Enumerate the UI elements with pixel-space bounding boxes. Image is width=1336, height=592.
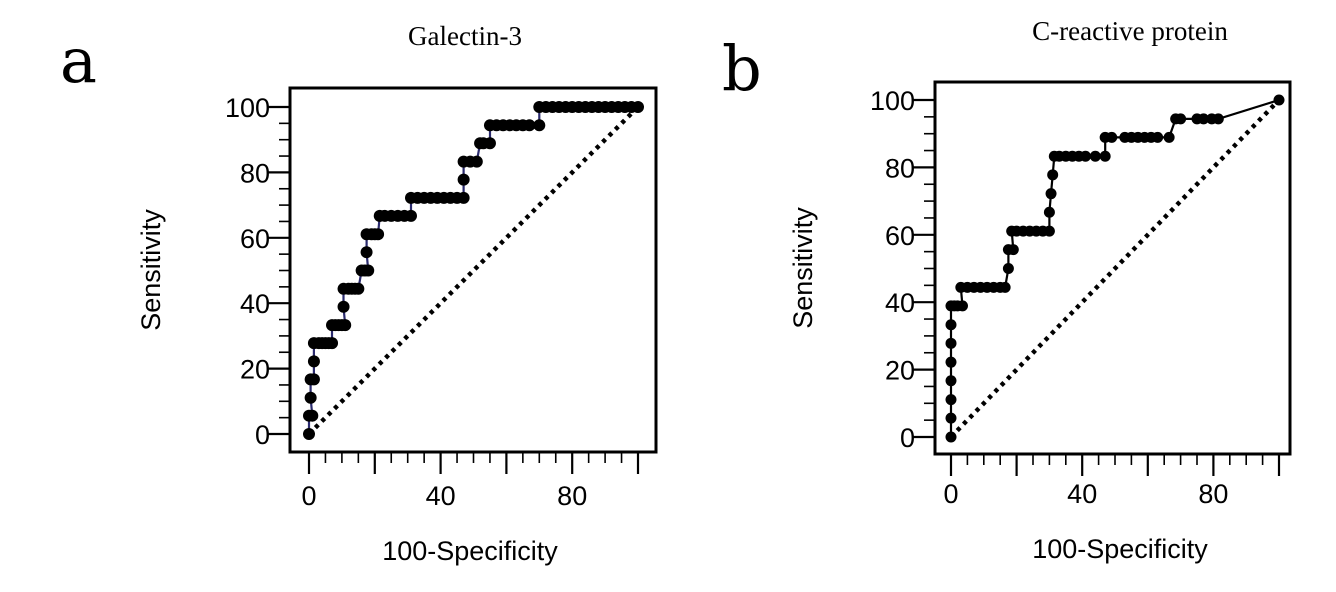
plot-frame <box>288 86 658 454</box>
roc-point <box>533 119 546 132</box>
roc-point <box>404 209 417 222</box>
y-axis: 0 20 40 60 80 100 <box>870 86 935 453</box>
x-axis-label: 100-Specificity <box>382 536 558 566</box>
roc-point <box>1152 131 1164 143</box>
roc-point <box>307 373 320 386</box>
roc-point <box>1047 169 1059 181</box>
roc-point <box>457 191 470 204</box>
roc-point <box>632 101 644 113</box>
roc-point <box>372 228 385 241</box>
roc-point <box>352 282 365 295</box>
roc-point <box>999 281 1011 293</box>
x-tick-label: 0 <box>943 479 958 509</box>
y-tick-label: 100 <box>870 86 915 116</box>
roc-point <box>1079 150 1091 162</box>
y-tick-label: 60 <box>240 224 270 254</box>
y-tick-label: 20 <box>885 356 915 386</box>
y-tick-label: 40 <box>240 289 270 319</box>
roc-point <box>945 356 957 368</box>
roc-point <box>1043 225 1055 237</box>
x-axis: 0 40 80 <box>943 454 1281 509</box>
roc-point <box>362 264 375 277</box>
roc-point <box>304 391 317 404</box>
roc-point <box>1045 188 1057 200</box>
roc-point <box>1273 94 1285 106</box>
x-tick-label: 80 <box>1198 479 1228 509</box>
y-tick-label: 0 <box>255 420 270 450</box>
y-tick-label: 80 <box>885 153 915 183</box>
x-axis-label: 100-Specificity <box>1032 534 1208 564</box>
y-axis-label: Sensitivity <box>788 207 818 329</box>
roc-point <box>1175 113 1187 125</box>
roc-point <box>339 319 352 332</box>
roc-point <box>470 155 483 168</box>
roc-point <box>945 319 957 331</box>
panel-letter-a: a <box>60 24 97 97</box>
panel-a: a Galectin-3 0 20 40 60 80 100 0 40 80 Sensitiv… <box>60 21 658 566</box>
chart-title: Galectin-3 <box>408 21 522 51</box>
roc-point <box>523 119 536 132</box>
chart-title: C-reactive protein <box>1032 16 1228 46</box>
x-axis: 0 40 80 <box>301 452 640 511</box>
roc-point <box>1089 150 1101 162</box>
plot-area <box>303 101 644 440</box>
roc-point <box>1002 263 1014 274</box>
roc-point <box>1007 244 1019 256</box>
plot-area <box>945 94 1285 443</box>
panel-letter-b: b <box>722 32 762 105</box>
roc-point <box>360 246 373 259</box>
roc-point <box>945 431 957 443</box>
y-tick-label: 60 <box>885 221 915 251</box>
roc-point <box>483 137 496 150</box>
roc-point <box>945 412 957 424</box>
x-tick-label: 80 <box>557 481 587 511</box>
y-tick-label: 100 <box>225 93 270 123</box>
roc-point <box>1043 206 1055 218</box>
y-axis-label: Sensitivity <box>136 209 166 331</box>
roc-point <box>326 337 339 350</box>
x-tick-label: 40 <box>1067 479 1097 509</box>
roc-point <box>945 394 957 406</box>
roc-point <box>307 355 320 368</box>
roc-point <box>306 409 319 422</box>
roc-point <box>457 173 470 186</box>
roc-point <box>337 300 350 313</box>
y-tick-label: 0 <box>900 423 915 453</box>
roc-point <box>1163 131 1175 143</box>
roc-point <box>1212 113 1224 125</box>
y-axis: 0 20 40 60 80 100 <box>225 93 290 450</box>
reference-line <box>949 98 1281 439</box>
roc-point <box>303 428 315 440</box>
roc-point <box>1106 131 1118 143</box>
roc-point <box>945 375 957 387</box>
y-tick-label: 20 <box>240 355 270 385</box>
roc-point <box>956 300 968 312</box>
roc-point <box>1099 150 1111 162</box>
y-tick-label: 40 <box>885 288 915 318</box>
x-tick-label: 0 <box>301 481 316 511</box>
x-tick-label: 40 <box>426 481 456 511</box>
y-tick-label: 80 <box>240 158 270 188</box>
roc-point <box>1198 113 1210 125</box>
roc-point <box>945 337 957 349</box>
